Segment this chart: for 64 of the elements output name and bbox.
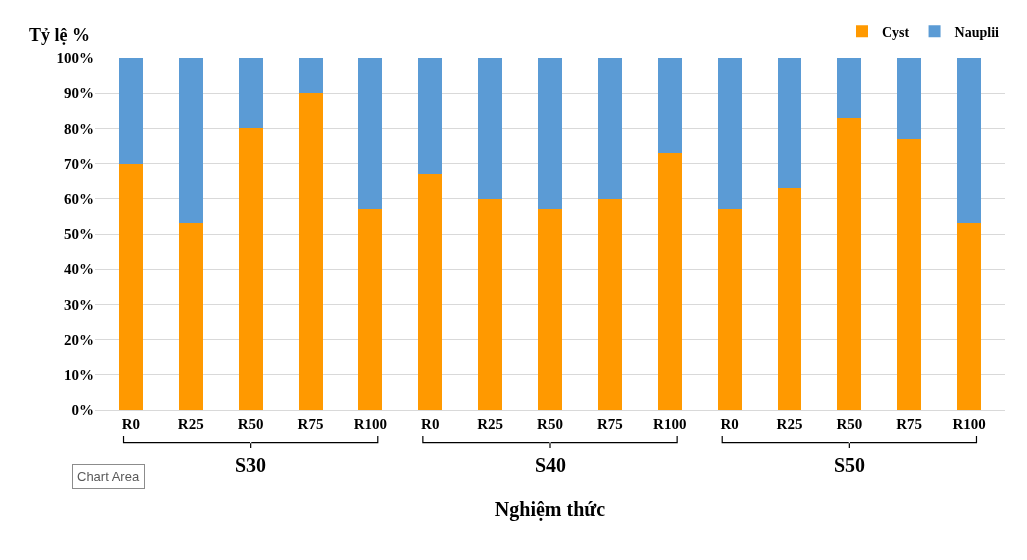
bar xyxy=(717,209,742,410)
x-tick-label: R50 xyxy=(537,416,563,432)
text: S40 xyxy=(535,454,567,476)
bar xyxy=(478,198,503,410)
x-axis-title: Nghiệm thức xyxy=(494,497,606,521)
bar xyxy=(777,58,802,189)
x-tick-label: R0 xyxy=(121,416,141,432)
bar xyxy=(897,138,922,410)
y-tick-label: 10% xyxy=(64,367,94,384)
bar xyxy=(538,209,562,410)
bar xyxy=(298,93,323,410)
x-tick-label: R25 xyxy=(177,416,204,432)
y-tick-label: 60% xyxy=(64,191,94,208)
bar xyxy=(538,58,562,210)
y-tick-label: 0% xyxy=(71,402,94,419)
bar xyxy=(478,58,503,199)
bar xyxy=(957,58,982,224)
bar xyxy=(957,223,982,410)
x-tick-label: R0 xyxy=(421,416,440,432)
bar xyxy=(657,58,682,154)
x-tick-label: R25 xyxy=(477,416,504,432)
legend-label: Nauplii xyxy=(954,24,1000,40)
bar xyxy=(118,163,143,410)
bar xyxy=(657,153,682,410)
x-tick-label: R0 xyxy=(720,416,739,432)
bar xyxy=(298,58,323,94)
x-tick-label: R50 xyxy=(237,416,264,432)
y-tick-label: 40% xyxy=(64,261,94,278)
y-tick-label: 20% xyxy=(64,331,94,348)
x-tick-label: R75 xyxy=(596,416,623,432)
bar xyxy=(418,58,443,175)
bar xyxy=(837,58,862,118)
x-tick-label: R50 xyxy=(836,416,863,432)
x-tick-label: R75 xyxy=(896,416,923,432)
bar xyxy=(238,58,263,129)
x-tick-label: R100 xyxy=(353,416,388,432)
bar xyxy=(238,128,263,410)
bar xyxy=(777,188,802,410)
bar xyxy=(418,174,443,410)
bar xyxy=(358,58,383,210)
y-tick-label: 50% xyxy=(64,226,94,243)
text: Chart Area xyxy=(77,469,140,484)
y-axis-title: Tỷ lệ % xyxy=(29,25,90,45)
x-tick-label: R100 xyxy=(952,416,986,432)
legend-label: Cyst xyxy=(882,24,910,40)
bar xyxy=(897,58,922,139)
bar xyxy=(597,58,622,199)
x-tick-label: R75 xyxy=(297,416,324,432)
bar xyxy=(717,58,742,210)
x-tick-label: R100 xyxy=(653,416,687,432)
text: S30 xyxy=(235,454,267,476)
x-tick-label: R25 xyxy=(776,416,803,432)
bar xyxy=(358,209,383,410)
y-tick-label: 90% xyxy=(64,85,94,102)
bar xyxy=(118,58,143,164)
text: S50 xyxy=(834,454,866,476)
bar xyxy=(597,198,622,410)
bar xyxy=(837,117,862,410)
y-tick-label: 80% xyxy=(64,120,94,137)
bar xyxy=(178,58,203,224)
y-tick-label: 30% xyxy=(64,296,94,313)
bar xyxy=(178,223,203,410)
y-tick-label: 100% xyxy=(56,50,94,67)
y-tick-label: 70% xyxy=(64,155,94,172)
